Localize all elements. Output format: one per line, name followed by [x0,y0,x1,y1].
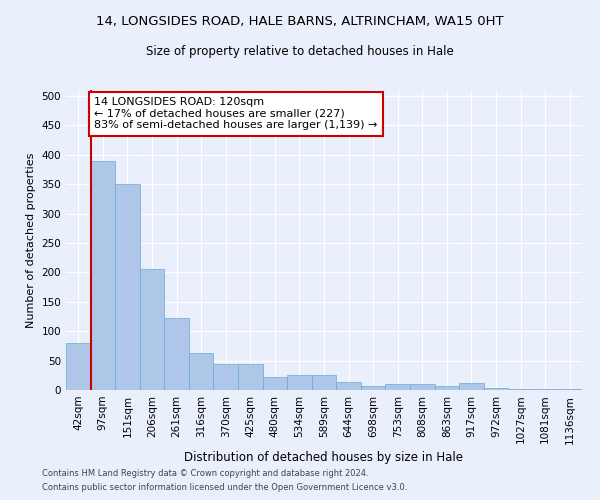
Y-axis label: Number of detached properties: Number of detached properties [26,152,36,328]
Bar [385,384,410,390]
Bar [410,384,434,390]
Bar [189,353,214,390]
Bar [312,376,336,390]
Bar [336,382,361,390]
X-axis label: Distribution of detached houses by size in Hale: Distribution of detached houses by size … [185,450,464,464]
Bar [508,389,533,390]
Bar [66,343,91,390]
Text: Size of property relative to detached houses in Hale: Size of property relative to detached ho… [146,45,454,58]
Bar [459,383,484,390]
Bar [91,160,115,390]
Bar [287,376,312,390]
Bar [361,386,385,390]
Text: 14, LONGSIDES ROAD, HALE BARNS, ALTRINCHAM, WA15 0HT: 14, LONGSIDES ROAD, HALE BARNS, ALTRINCH… [96,15,504,28]
Bar [557,389,582,390]
Bar [484,388,508,390]
Bar [533,389,557,390]
Text: 14 LONGSIDES ROAD: 120sqm
← 17% of detached houses are smaller (227)
83% of semi: 14 LONGSIDES ROAD: 120sqm ← 17% of detac… [94,97,377,130]
Text: Contains public sector information licensed under the Open Government Licence v3: Contains public sector information licen… [42,484,407,492]
Text: Contains HM Land Registry data © Crown copyright and database right 2024.: Contains HM Land Registry data © Crown c… [42,468,368,477]
Bar [434,386,459,390]
Bar [238,364,263,390]
Bar [164,318,189,390]
Bar [214,364,238,390]
Bar [140,270,164,390]
Bar [263,377,287,390]
Bar [115,184,140,390]
